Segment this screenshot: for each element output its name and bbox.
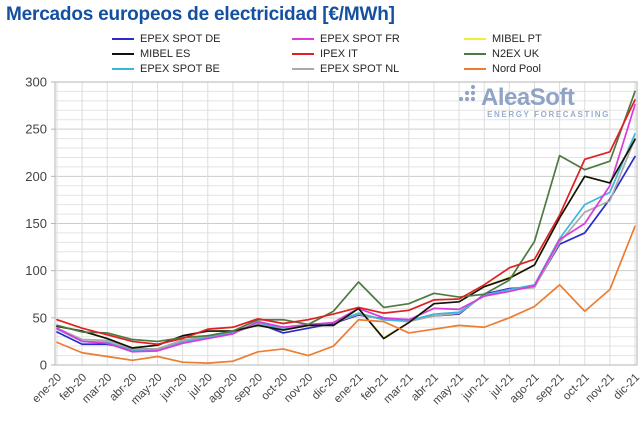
legend-swatch bbox=[464, 37, 486, 40]
legend-label: EPEX SPOT BE bbox=[140, 62, 220, 75]
legend-swatch bbox=[292, 52, 314, 55]
x-tick-label: nov-21 bbox=[584, 372, 617, 405]
legend-swatch bbox=[464, 52, 486, 55]
y-axis: 0 50 100 150 200 250 300 bbox=[25, 75, 55, 373]
y-tick-label: 50 bbox=[33, 310, 47, 325]
legend-label: MIBEL PT bbox=[492, 32, 542, 45]
legend-item-nord-pool: Nord Pool bbox=[464, 61, 594, 76]
x-tick-label: jun-20 bbox=[158, 372, 190, 404]
y-tick-label: 250 bbox=[25, 122, 47, 137]
legend-item-epex-spot-fr: EPEX SPOT FR bbox=[292, 31, 464, 46]
x-tick-label: jun-21 bbox=[460, 372, 492, 404]
chart-title: Mercados europeos de electricidad [€/MWh… bbox=[6, 4, 395, 25]
legend-label: IPEX IT bbox=[320, 47, 358, 60]
series-lines bbox=[56, 90, 636, 364]
legend-swatch bbox=[292, 37, 314, 40]
legend-label: EPEX SPOT NL bbox=[320, 62, 400, 75]
series-line-mibel-es bbox=[56, 138, 636, 349]
legend-swatch bbox=[292, 67, 314, 70]
legend-label: Nord Pool bbox=[492, 62, 541, 75]
legend-item-n2ex-uk: N2EX UK bbox=[464, 46, 594, 61]
series-line-ipex-it bbox=[56, 99, 636, 346]
y-tick-label: 0 bbox=[40, 358, 47, 373]
legend-label: N2EX UK bbox=[492, 47, 540, 60]
y-tick-label: 150 bbox=[25, 216, 47, 231]
legend-swatch bbox=[112, 67, 134, 70]
x-tick-label: ene-20 bbox=[30, 372, 64, 406]
legend-label: MIBEL ES bbox=[140, 47, 191, 60]
legend-label: EPEX SPOT FR bbox=[320, 32, 400, 45]
x-axis: ene-20feb-20mar-20abr-20may-20jun-20jul-… bbox=[30, 372, 640, 408]
legend-item-epex-spot-be: EPEX SPOT BE bbox=[112, 61, 292, 76]
legend-swatch bbox=[112, 37, 134, 40]
series-line-epex-spot-fr bbox=[56, 103, 636, 353]
legend-item-ipex-it: IPEX IT bbox=[292, 46, 464, 61]
y-tick-label: 100 bbox=[25, 263, 47, 278]
series-line-nord-pool bbox=[56, 225, 636, 364]
x-tick-label: dic-21 bbox=[611, 372, 640, 403]
y-tick-label: 300 bbox=[25, 75, 47, 90]
x-tick-label: nov-20 bbox=[282, 372, 315, 405]
y-tick-label: 200 bbox=[25, 169, 47, 184]
legend-item-epex-spot-nl: EPEX SPOT NL bbox=[292, 61, 464, 76]
h-gridlines bbox=[55, 81, 637, 366]
legend-item-mibel-pt: MIBEL PT bbox=[464, 31, 594, 46]
legend-item-mibel-es: MIBEL ES bbox=[112, 46, 292, 61]
v-gridlines bbox=[56, 82, 636, 365]
x-tick-label: sep-21 bbox=[533, 372, 566, 405]
x-tick-label: sep-20 bbox=[232, 372, 265, 405]
legend-swatch bbox=[464, 67, 486, 70]
series-line-n2ex-uk bbox=[56, 90, 636, 343]
legend-swatch bbox=[112, 52, 134, 55]
legend-label: EPEX SPOT DE bbox=[140, 32, 221, 45]
legend-item-epex-spot-de: EPEX SPOT DE bbox=[112, 31, 292, 46]
legend: EPEX SPOT DE EPEX SPOT FR MIBEL PT MIBEL ES… bbox=[112, 31, 594, 76]
